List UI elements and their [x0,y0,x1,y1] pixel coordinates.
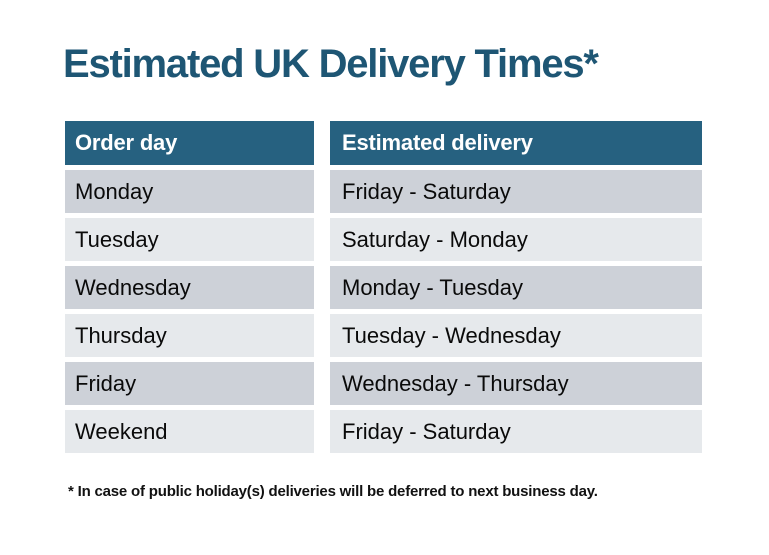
footnote: * In case of public holiday(s) deliverie… [68,483,598,500]
order-day-cell: Thursday [65,314,314,357]
delivery-cell: Monday - Tuesday [330,266,702,309]
delivery-cell: Saturday - Monday [330,218,702,261]
order-day-cell: Friday [65,362,314,405]
delivery-cell: Tuesday - Wednesday [330,314,702,357]
delivery-cell: Friday - Saturday [330,170,702,213]
order-day-cell: Monday [65,170,314,213]
delivery-table: Order day Estimated delivery Monday Frid… [65,121,702,453]
delivery-cell: Wednesday - Thursday [330,362,702,405]
order-day-cell: Tuesday [65,218,314,261]
order-day-cell: Weekend [65,410,314,453]
page-title: Estimated UK Delivery Times* [63,42,599,86]
header-cell-order-day: Order day [65,121,314,165]
header-cell-estimated-delivery: Estimated delivery [330,121,702,165]
order-day-cell: Wednesday [65,266,314,309]
delivery-cell: Friday - Saturday [330,410,702,453]
